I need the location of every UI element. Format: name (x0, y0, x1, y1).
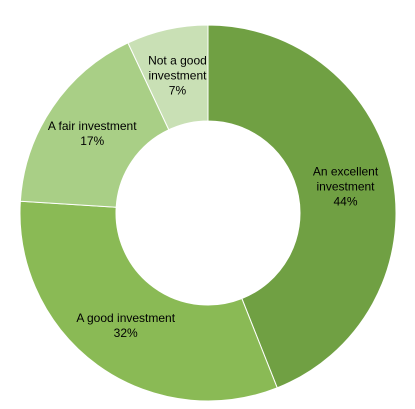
value-label: 7% (168, 83, 187, 98)
slice (127, 24, 209, 131)
slice (19, 42, 170, 208)
category-label: A good investment (76, 311, 176, 326)
slice-label: A fair investment 17% (48, 119, 137, 149)
value-label: 32% (113, 326, 138, 341)
category-label: Not a good investment (148, 53, 207, 83)
value-label: 44% (333, 194, 358, 209)
slice-label: Not a good investment 7% (121, 54, 233, 99)
slice-label: A good investment 32% (76, 311, 175, 341)
slice-label: An excellent investment 44% (311, 164, 380, 209)
category-label: A fair investment (47, 119, 137, 134)
slice (19, 200, 278, 402)
category-label: An excellent investment (312, 164, 379, 194)
slice (207, 24, 397, 389)
value-label: 17% (80, 134, 105, 149)
